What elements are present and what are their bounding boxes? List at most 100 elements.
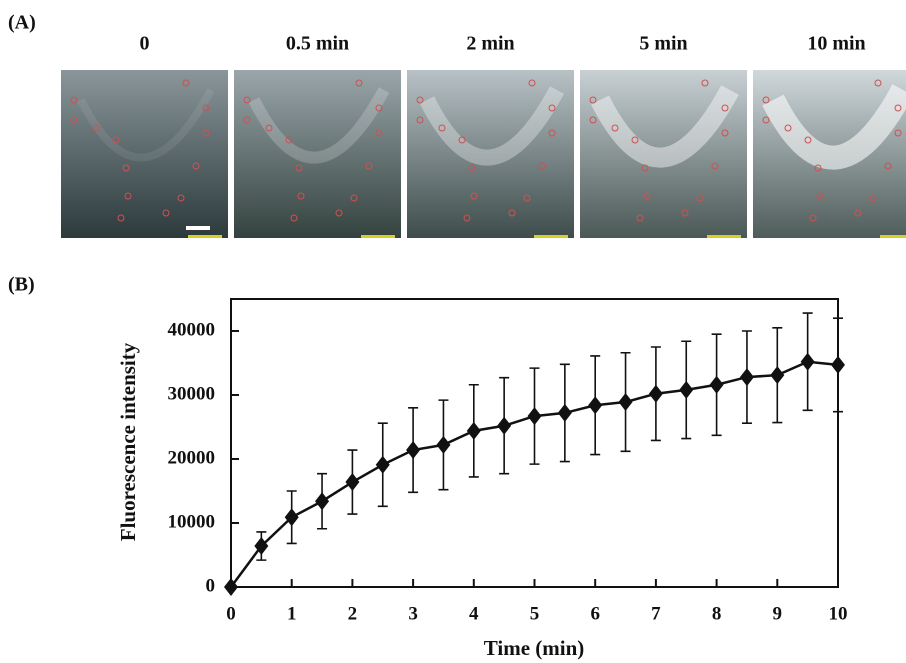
y-tick-label: 40000 (168, 319, 216, 340)
data-point (557, 403, 572, 422)
roi-circle (611, 124, 619, 132)
roi-circle (335, 209, 343, 217)
roi-circle (641, 164, 649, 172)
scale-bar (880, 235, 906, 238)
roi-circle (548, 104, 556, 112)
roi-circle (538, 162, 546, 170)
roi-circle (721, 104, 729, 112)
roi-circle (814, 164, 822, 172)
time-label: 0.5 min (286, 33, 349, 55)
y-axis-title: Fluorescence intensity (116, 342, 140, 541)
roi-circle (468, 164, 476, 172)
roi-circle (458, 136, 466, 144)
roi-circle (589, 116, 597, 124)
micrograph (580, 70, 747, 238)
roi-circle (295, 164, 303, 172)
data-point (679, 380, 694, 399)
roi-circle (112, 136, 120, 144)
x-tick-label: 4 (469, 603, 479, 624)
time-label: 5 min (639, 33, 687, 55)
data-point (345, 473, 360, 492)
data-point (284, 508, 299, 527)
roi-circle (696, 194, 704, 202)
x-tick-label: 0 (226, 603, 236, 624)
roi-circle (375, 104, 383, 112)
roi-circle (528, 79, 536, 87)
scale-bar (186, 226, 210, 230)
roi-circle (350, 194, 358, 202)
x-tick-label: 10 (829, 603, 848, 624)
scale-bar (361, 235, 395, 238)
roi-circle (290, 214, 298, 222)
data-point (831, 355, 845, 374)
roi-circle (92, 124, 100, 132)
data-point (588, 396, 603, 415)
bright-region (419, 86, 565, 166)
data-point (709, 375, 724, 394)
roi-circle (804, 136, 812, 144)
roi-circle (784, 124, 792, 132)
data-point (527, 407, 542, 426)
scale-bar (188, 235, 222, 238)
scale-bar (534, 235, 568, 238)
roi-circle (643, 192, 651, 200)
bright-region (77, 88, 215, 162)
scale-bar (707, 235, 741, 238)
roi-circle (762, 96, 770, 104)
roi-circle (285, 136, 293, 144)
data-point (466, 421, 481, 440)
roi-circle (636, 214, 644, 222)
roi-circle (884, 162, 892, 170)
roi-circle (523, 194, 531, 202)
roi-circle (869, 194, 877, 202)
bright-region (762, 84, 906, 170)
data-point (739, 368, 754, 387)
x-tick-label: 1 (287, 603, 297, 624)
x-axis-title: Time (min) (484, 636, 585, 660)
x-tick-label: 7 (651, 603, 661, 624)
roi-circle (816, 192, 824, 200)
data-point (375, 455, 390, 474)
x-tick-label: 6 (590, 603, 600, 624)
data-point (800, 352, 815, 371)
roi-circle (297, 192, 305, 200)
time-label: 10 min (807, 33, 865, 55)
roi-circle (265, 124, 273, 132)
data-point (224, 578, 238, 596)
y-tick-label: 30000 (168, 383, 216, 404)
bright-region (248, 87, 390, 164)
roi-circle (701, 79, 709, 87)
bright-region (591, 85, 739, 168)
roi-circle (854, 209, 862, 217)
data-point (497, 416, 512, 435)
y-tick-label: 10000 (168, 511, 216, 532)
roi-circle (416, 96, 424, 104)
roi-circle (243, 96, 251, 104)
image-row (61, 70, 906, 238)
roi-circle (470, 192, 478, 200)
roi-circle (809, 214, 817, 222)
data-point (315, 492, 330, 511)
roi-circle (70, 96, 78, 104)
x-tick-label: 5 (530, 603, 540, 624)
roi-circle (117, 214, 125, 222)
roi-circle (365, 162, 373, 170)
roi-circle (202, 129, 210, 137)
time-label: 2 min (466, 33, 514, 55)
roi-circle (162, 209, 170, 217)
data-point (254, 537, 269, 556)
roi-circle (375, 129, 383, 137)
roi-circle (631, 136, 639, 144)
panel-label: (A) (8, 12, 36, 34)
y-tick-label: 20000 (168, 447, 216, 468)
data-point (436, 435, 451, 454)
roi-circle (721, 129, 729, 137)
roi-circle (589, 96, 597, 104)
roi-circle (894, 104, 902, 112)
micrograph (407, 70, 574, 238)
x-tick-label: 9 (773, 603, 783, 624)
roi-circle (124, 192, 132, 200)
roi-circle (508, 209, 516, 217)
x-tick-label: 2 (348, 603, 358, 624)
